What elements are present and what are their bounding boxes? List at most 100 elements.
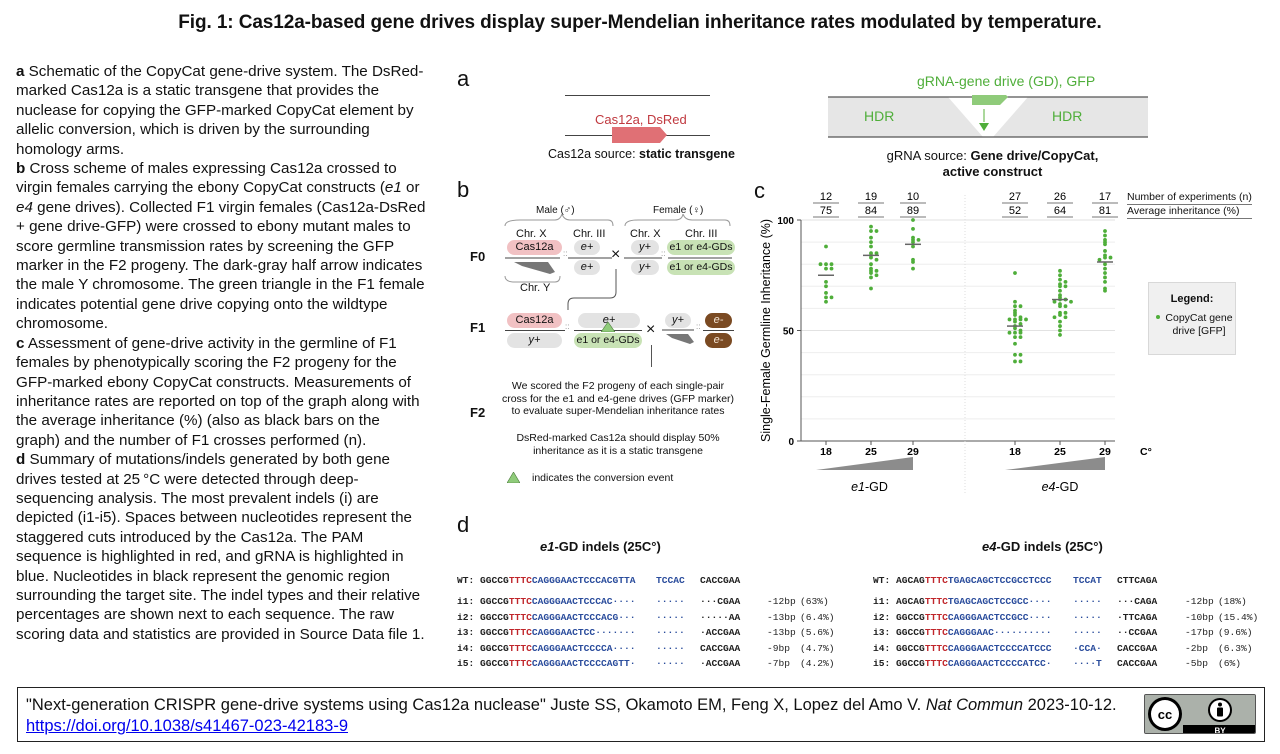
- downstream-sequence: ··CCGAA: [1117, 627, 1158, 638]
- pam-sequence: TTTC: [924, 642, 948, 654]
- data-point: [1103, 262, 1107, 267]
- caption-b-label: b: [16, 160, 26, 178]
- data-point: [1013, 341, 1017, 346]
- header-n-label: Number of experiments (n): [1127, 191, 1252, 205]
- indel-size: -2bp: [1185, 642, 1209, 654]
- mean-value: 84: [865, 205, 877, 217]
- data-point: [869, 229, 873, 233]
- cas12a-source: Cas12a source: static transgene: [548, 147, 735, 161]
- data-point: [829, 266, 834, 271]
- n-value: 19: [865, 191, 877, 203]
- citation-prefix: "Next-generation CRISPR gene-drive syste…: [26, 696, 926, 714]
- citation-date: 2023-10-12.: [1023, 696, 1117, 714]
- data-point: [1018, 304, 1023, 309]
- genomic-flank: GGCCG: [480, 627, 509, 638]
- indel-size: -10bp: [1185, 611, 1214, 623]
- data-point: [1018, 321, 1023, 326]
- downstream-sequence: ···CGAA: [700, 596, 741, 607]
- data-point: [1013, 326, 1017, 331]
- data-point: [829, 262, 834, 267]
- caption-c-label: c: [16, 334, 25, 352]
- f1-male-y-plus: y+: [665, 313, 691, 328]
- downstream-sequence: ···CAGA: [1117, 596, 1158, 607]
- grna-sequence: CAGGGAAC··········: [947, 627, 1052, 638]
- doi-link[interactable]: https://doi.org/10.1038/s41467-023-42183…: [26, 717, 348, 735]
- downstream-sequence: ·····AA: [700, 611, 741, 623]
- pam-sequence: TTTC: [924, 611, 948, 623]
- x-tick-label: 18: [820, 446, 832, 458]
- mean-value: 52: [1009, 205, 1021, 217]
- caption-c-text: Assessment of gene-drive activity in the…: [16, 334, 420, 449]
- genomic-flank: AGCAG: [896, 596, 925, 607]
- grna-sequence: CAGGGAACTCCCCAGTT·: [531, 658, 636, 669]
- cut-region: ·····: [656, 627, 685, 638]
- data-point: [1103, 255, 1107, 260]
- data-point: [916, 237, 921, 242]
- header-avg-label: Average inheritance (%): [1127, 205, 1252, 219]
- f0-y-plus-top: y+: [631, 240, 659, 255]
- row-label: i2:: [873, 611, 897, 623]
- f0-gd-bottom: e1 or e4-GDs: [667, 260, 735, 275]
- data-point: [911, 260, 915, 264]
- indel-percentage: (18%): [1218, 596, 1247, 607]
- cc-text: cc: [1158, 707, 1172, 722]
- gd-source-bold-1: Gene drive/CopyCat,: [970, 148, 1099, 163]
- chromosome-line-top: [565, 95, 710, 96]
- data-point: [1058, 268, 1062, 273]
- downstream-sequence: CACCGAA: [700, 575, 741, 586]
- data-point: [869, 235, 873, 240]
- caption-b-text-1: Cross scheme of males expressing Cas12a …: [16, 160, 397, 197]
- n-value: 17: [1099, 191, 1111, 203]
- data-point: [1013, 299, 1017, 304]
- male-label: Male (♂): [536, 205, 575, 216]
- n-value: 26: [1054, 191, 1066, 203]
- caption-d: d Summary of mutations/indels generated …: [16, 450, 426, 644]
- grna-sequence: CAGGGAACTCC·······: [531, 627, 636, 638]
- data-point: [824, 266, 828, 271]
- caption-b-text-2: or: [401, 179, 420, 197]
- data-point: [1018, 330, 1023, 335]
- row-label: WT:: [873, 575, 897, 586]
- legend-dot-icon: [1156, 315, 1160, 319]
- f1-separator-2: ::: [696, 322, 701, 331]
- grna-sequence: TGAGCAGCTCCGCC····: [947, 596, 1052, 607]
- data-point: [824, 262, 828, 267]
- indel-percentage: (6%): [1218, 658, 1242, 669]
- data-point: [1103, 233, 1107, 238]
- data-point: [869, 244, 873, 249]
- data-point: [1013, 352, 1017, 357]
- cut-region: TCCAC: [656, 575, 685, 586]
- data-point: [869, 262, 873, 267]
- grna-sequence: CAGGGAACTCCCAC····: [531, 596, 636, 607]
- caption-b-text-3: gene drives). Collected F1 virgin female…: [16, 198, 426, 333]
- data-point: [911, 226, 915, 231]
- data-point: [869, 271, 873, 275]
- f2-note-2-line-1: DsRed-marked Cas12a should display 50%: [516, 432, 720, 444]
- data-point: [829, 295, 834, 300]
- pam-sequence: TTTC: [508, 627, 532, 638]
- pam-sequence: TTTC: [924, 596, 948, 607]
- genomic-flank: GGCCG: [480, 642, 509, 654]
- genomic-flank: AGCAG: [896, 575, 925, 586]
- row-label: i5:: [873, 658, 897, 669]
- data-point: [1063, 284, 1068, 289]
- mean-value: 64: [1054, 205, 1066, 217]
- cas12a-source-bold: static transgene: [639, 147, 735, 161]
- cc-by-license-badge[interactable]: cc BY: [1144, 694, 1256, 734]
- caption-d-label: d: [16, 451, 26, 469]
- sequence-main: i1: AGCAGTTTCTGAGCAGCTCCGCC····: [873, 596, 1052, 607]
- gd-label: gRNA-gene drive (GD), GFP: [917, 73, 1096, 89]
- legend-item-label: CopyCat gene drive [GFP]: [1165, 312, 1233, 337]
- x-tick-label: 29: [1099, 446, 1111, 458]
- indel-size: -17bp: [1185, 627, 1214, 638]
- row-label: i1:: [457, 596, 481, 607]
- downstream-sequence: ·TTCAGA: [1117, 611, 1158, 623]
- f1-line-1: [505, 330, 565, 331]
- data-point: [1103, 229, 1107, 233]
- f0-e-plus-bottom: e+: [574, 260, 600, 275]
- chr-iii-male: Chr. III: [573, 228, 606, 240]
- data-point: [869, 275, 873, 280]
- temperature-gradient-wedge: [1005, 457, 1105, 470]
- f0-separator-male: ::: [563, 249, 568, 258]
- sequence-main: i5: GGCCGTTTCCAGGGAACTCCCCATCC·: [873, 658, 1052, 669]
